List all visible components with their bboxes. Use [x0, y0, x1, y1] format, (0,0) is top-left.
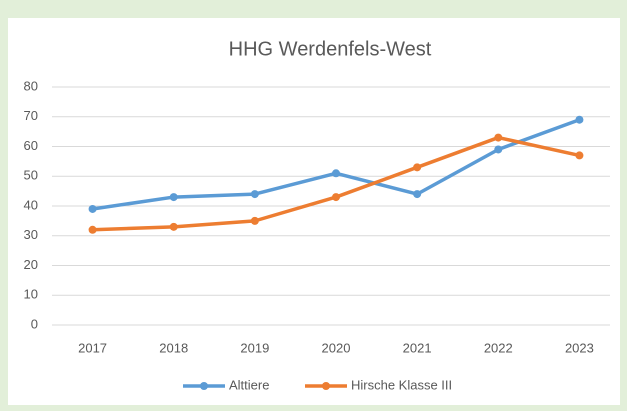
- data-point: [575, 115, 584, 124]
- chart-area: [8, 18, 620, 405]
- y-tick-label: 10: [24, 287, 38, 302]
- legend-label: Alttiere: [229, 377, 269, 392]
- y-tick-label: 30: [24, 227, 38, 242]
- chart-title: HHG Werdenfels-West: [229, 38, 432, 60]
- y-tick-label: 50: [24, 168, 38, 183]
- y-tick-label: 40: [24, 197, 38, 212]
- y-tick-label: 80: [24, 78, 38, 93]
- data-point: [169, 222, 178, 231]
- legend-marker: [322, 382, 330, 390]
- y-tick-label: 20: [24, 257, 38, 272]
- x-tick-label: 2020: [322, 340, 351, 355]
- data-point: [88, 204, 97, 213]
- data-point: [250, 216, 259, 225]
- x-tick-label: 2017: [78, 340, 107, 355]
- legend-label: Hirsche Klasse III: [351, 377, 452, 392]
- x-tick-label: 2023: [565, 340, 594, 355]
- data-point: [250, 190, 259, 199]
- data-point: [575, 151, 584, 160]
- x-tick-label: 2022: [484, 340, 513, 355]
- data-point: [494, 145, 503, 154]
- y-tick-label: 60: [24, 138, 38, 153]
- data-point: [169, 193, 178, 202]
- data-point: [332, 169, 340, 178]
- x-tick-label: 2021: [403, 340, 432, 355]
- data-point: [88, 225, 97, 234]
- y-tick-label: 0: [31, 316, 38, 331]
- data-point: [413, 163, 422, 172]
- x-tick-label: 2019: [240, 340, 269, 355]
- y-tick-label: 70: [24, 108, 38, 123]
- data-point: [494, 133, 503, 142]
- x-tick-label: 2018: [159, 340, 188, 355]
- data-point: [413, 190, 422, 199]
- data-point: [332, 193, 340, 202]
- legend-marker: [200, 382, 208, 390]
